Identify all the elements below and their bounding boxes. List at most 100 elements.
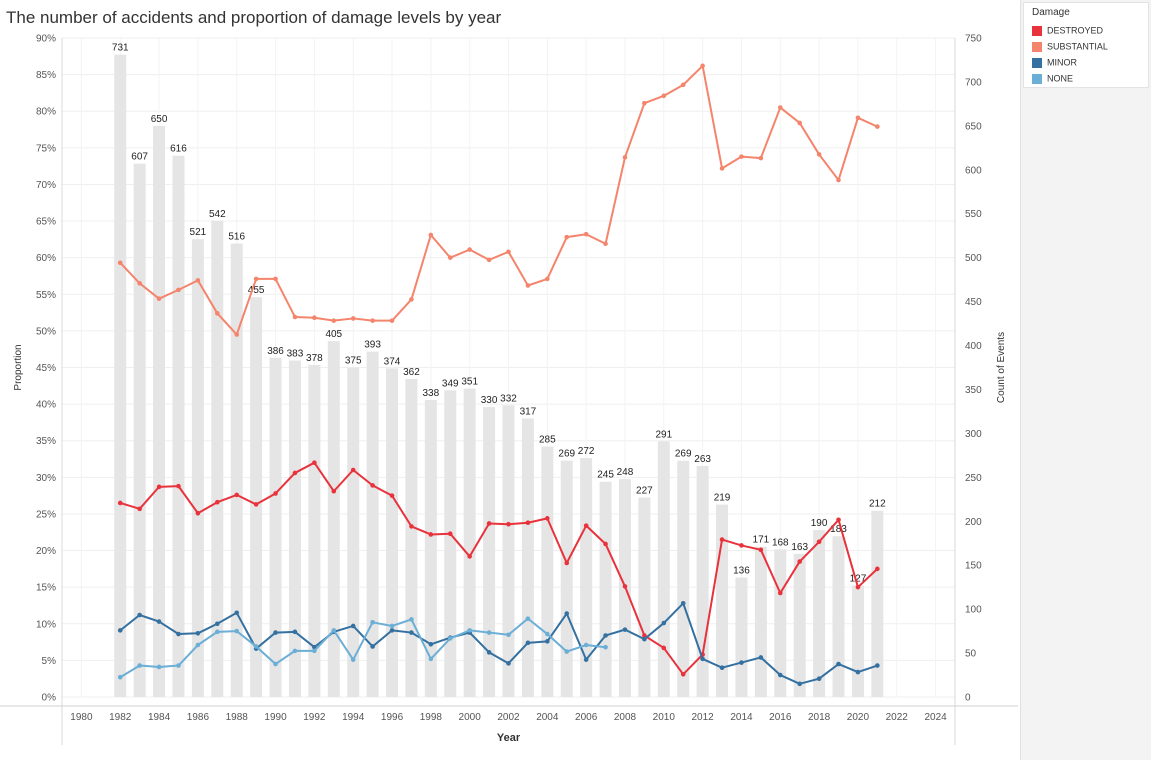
point-destroyed-1992 [312, 460, 317, 465]
y2-tick-label: 500 [965, 253, 982, 264]
point-minor-1984 [156, 619, 162, 624]
point-destroyed-1989 [253, 502, 259, 507]
point-minor-2015 [758, 655, 764, 660]
bar-label-1999: 349 [442, 378, 459, 389]
point-destroyed-2009 [642, 633, 647, 638]
point-none-1991 [292, 648, 298, 654]
bar-2004 [541, 446, 554, 697]
point-substantial-1998 [428, 232, 434, 238]
point-minor-2017 [797, 681, 802, 687]
point-destroyed-1987 [215, 499, 220, 505]
y-tick-label: 75% [36, 143, 56, 154]
bar-label-2000: 351 [461, 377, 478, 388]
legend-label: DESTROYED [1047, 25, 1104, 36]
y2-tick-label: 250 [965, 473, 982, 484]
y2-tick-label: 350 [965, 385, 982, 396]
bar-1988 [230, 243, 243, 697]
point-minor-2019 [836, 661, 841, 667]
y2-tick-label: 700 [965, 77, 982, 88]
bar-label-2011: 269 [675, 449, 692, 460]
point-destroyed-2008 [622, 584, 628, 589]
point-none-1993 [331, 628, 337, 633]
y2-axis-title: Count of Events [996, 332, 1007, 403]
point-substantial-1989 [253, 276, 259, 282]
point-substantial-2010 [661, 93, 667, 99]
x-tick-label: 1998 [420, 712, 443, 723]
point-minor-1995 [370, 644, 375, 649]
point-substantial-1988 [234, 332, 240, 337]
y-tick-label: 65% [36, 217, 56, 228]
point-minor-2021 [875, 663, 880, 668]
point-destroyed-1984 [156, 484, 162, 490]
bar-label-2019: 183 [830, 524, 847, 535]
bar-label-1993: 405 [325, 329, 342, 340]
x-tick-label: 1994 [342, 712, 365, 723]
legend-label: MINOR [1047, 57, 1077, 68]
point-destroyed-1993 [331, 488, 337, 494]
point-substantial-1986 [195, 278, 201, 283]
point-substantial-2003 [525, 283, 531, 288]
bar-label-2005: 269 [558, 449, 575, 460]
y-tick-label: 15% [36, 583, 56, 594]
bar-1992 [308, 364, 321, 697]
y2-tick-label: 300 [965, 429, 982, 440]
legend-item-substantial[interactable]: SUBSTANTIAL [1032, 41, 1108, 53]
bar-1989 [250, 297, 263, 697]
y2-tick-label: 650 [965, 121, 982, 132]
point-destroyed-1997 [409, 524, 414, 529]
y-tick-label: 55% [36, 290, 56, 301]
bar-label-2007: 245 [597, 470, 614, 481]
x-tick-label: 1982 [109, 712, 132, 723]
y2-tick-label: 0 [965, 693, 971, 704]
point-none-1996 [389, 623, 395, 629]
bar-1993 [327, 341, 340, 697]
legend-item-destroyed[interactable]: DESTROYED [1032, 25, 1103, 37]
x-tick-label: 2016 [769, 712, 792, 723]
x-tick-label: 1984 [148, 712, 171, 723]
bar-label-2018: 190 [811, 518, 828, 529]
point-substantial-1996 [389, 318, 395, 323]
bar-label-2014: 136 [733, 566, 750, 577]
bar-label-1989: 455 [248, 285, 265, 296]
y2-tick-label: 750 [965, 34, 982, 45]
point-substantial-2016 [777, 105, 783, 110]
bar-label-2003: 317 [520, 406, 537, 417]
y-tick-label: 80% [36, 107, 56, 118]
point-substantial-1987 [215, 311, 220, 316]
point-substantial-2013 [719, 166, 725, 171]
y-tick-label: 30% [36, 473, 56, 484]
point-substantial-2008 [622, 155, 628, 160]
bar-label-2017: 163 [791, 542, 808, 553]
point-minor-1996 [389, 628, 395, 633]
point-substantial-2014 [739, 154, 744, 159]
x-tick-label: 1988 [226, 712, 249, 723]
point-destroyed-1985 [176, 483, 181, 489]
y2-tick-label: 400 [965, 341, 982, 352]
y-tick-label: 5% [42, 656, 57, 667]
legend-item-none[interactable]: NONE [1032, 73, 1073, 85]
y-tick-label: 45% [36, 363, 56, 374]
legend-item-minor[interactable]: MINOR [1032, 57, 1077, 69]
x-tick-label: 2024 [924, 712, 947, 723]
bar-1982 [114, 54, 127, 698]
point-destroyed-1988 [234, 492, 240, 498]
bar-label-1988: 516 [228, 232, 245, 243]
x-tick-label: 2002 [497, 712, 520, 723]
bar-2018 [813, 530, 826, 697]
bar-2012 [696, 465, 709, 697]
point-substantial-2021 [875, 124, 880, 129]
y-tick-label: 20% [36, 546, 56, 557]
point-minor-1988 [234, 610, 240, 616]
bar-label-2021: 212 [869, 499, 886, 510]
point-substantial-2020 [855, 115, 861, 121]
point-destroyed-2013 [719, 537, 725, 542]
point-substantial-2015 [758, 155, 764, 161]
point-substantial-1982 [117, 260, 123, 266]
y-tick-label: 35% [36, 436, 56, 447]
point-destroyed-2005 [564, 560, 570, 566]
bar-label-1983: 607 [131, 152, 148, 163]
point-none-1992 [312, 648, 317, 654]
bar-1986 [191, 239, 204, 697]
point-destroyed-1998 [428, 532, 434, 537]
